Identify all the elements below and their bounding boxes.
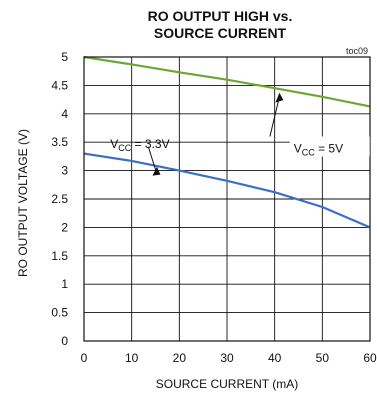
x-tick-label: 20 [173,351,187,365]
series-line-0 [83,55,371,108]
chart-title-line-1: RO OUTPUT HIGH vs. [147,8,293,24]
y-tick-label: 3.5 [51,135,68,149]
figure-tag: toc09 [346,46,368,56]
annotation-5v-sub: CC [302,148,315,158]
annotation-5v-main: V [294,142,302,156]
tick-labels: 00.511.522.533.544.550 10 20 30 40 50 60 [51,50,377,365]
y-tick-label: 4.5 [51,78,68,92]
annotation-vcc-5v: VCC = 5V [269,92,370,158]
y-tick-label: 2.5 [51,192,68,206]
annotation-3v3-tail: = 3.3V [131,137,169,151]
grid-lines [84,57,370,341]
svg-text:VCC = 3.3V: VCC = 3.3V [110,137,169,153]
x-tick-label: 30 [220,351,234,365]
svg-text:VCC = 5V: VCC = 5V [294,142,343,158]
x-axis-label: SOURCE CURRENT (mA) [156,377,298,391]
annotation-5v-tail: = 5V [315,142,343,156]
y-tick-label: 0.5 [51,306,68,320]
x-tick-label: 0 [81,351,88,365]
x-tick-label: 40 [268,351,282,365]
y-tick-label: 3 [61,164,68,178]
y-tick-label: 1 [61,277,68,291]
y-tick-label: 4 [61,107,68,121]
y-tick-label: 0 [61,334,68,348]
annotation-3v3-sub: CC [118,143,131,153]
annotation-3v3-arrow [147,146,157,173]
annotation-3v3-main: V [110,137,118,151]
y-tick-label: 1.5 [51,249,68,263]
y-tick-label: 2 [61,220,68,234]
plot-frame [83,56,371,342]
x-tick-label: 10 [125,351,139,365]
annotation-3v3-arrowhead [152,166,161,176]
annotation-vcc-3v3: VCC = 3.3V [110,137,170,176]
series-line-1 [83,152,371,229]
y-axis-label: RO OUTPUT VOLTAGE (V) [16,129,30,277]
chart-title-line-2: SOURCE CURRENT [153,25,287,41]
annotation-5v-arrowhead [275,92,284,103]
x-tick-label: 60 [363,351,377,365]
x-tick-label: 50 [316,351,330,365]
series-lines [83,55,371,229]
y-tick-label: 5 [61,50,68,64]
annotation-5v-arrow [269,96,280,137]
